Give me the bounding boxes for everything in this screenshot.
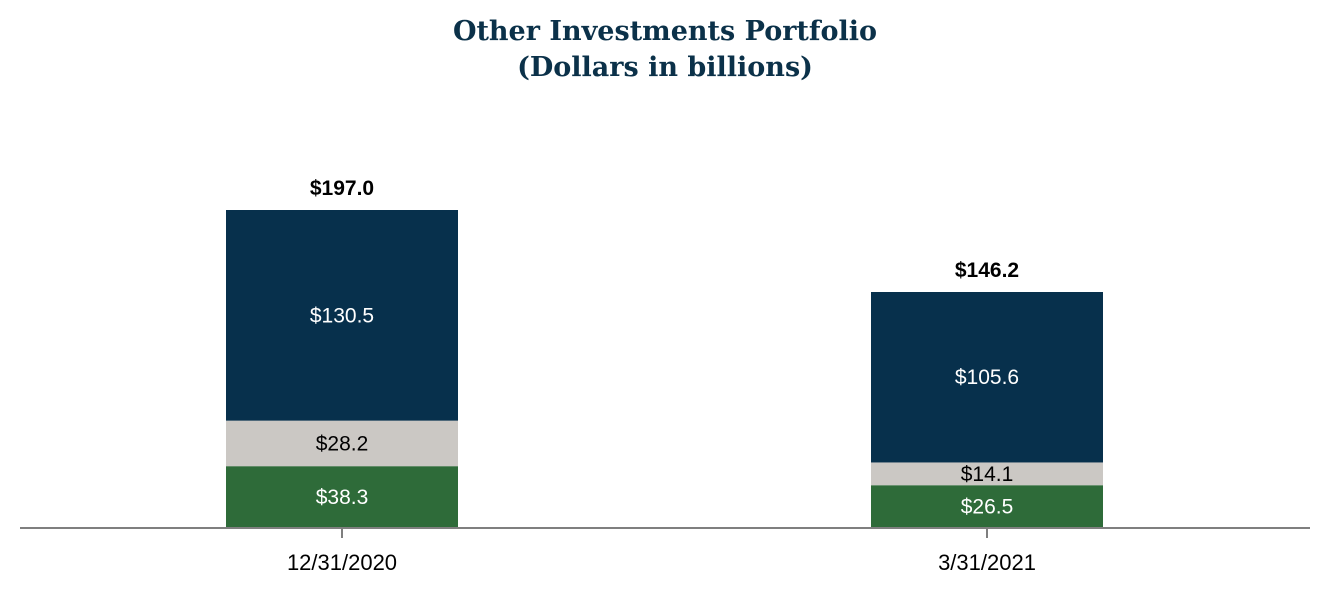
bar-segment (871, 462, 1103, 486)
bar-segment (226, 420, 458, 467)
segment-value-label: $105.6 (955, 366, 1019, 389)
segment-value-label: $38.3 (316, 486, 369, 509)
total-value-label: $146.2 (955, 259, 1019, 282)
x-tick-label: 3/31/2021 (938, 550, 1036, 575)
chart-title-line: Other Investments Portfolio (452, 16, 878, 47)
x-tick-label: 12/31/2020 (287, 550, 397, 575)
bar-segment (226, 210, 458, 421)
segment-value-label: $14.1 (961, 463, 1014, 486)
segment-value-label: $130.5 (310, 304, 374, 327)
plot-area: $38.3 $28.2 $130.5 $197.0 12/31/2020 $26.5 $14… (20, 177, 1310, 575)
chart-subtitle-line: (Dollars in billions) (517, 52, 813, 83)
segment-value-label: $28.2 (316, 432, 369, 455)
total-value-label: $197.0 (310, 177, 374, 200)
bar-segment (226, 466, 458, 528)
segment-value-label: $26.5 (961, 496, 1014, 519)
bar-segment (871, 292, 1103, 463)
chart-title: Other Investments Portfolio (Dollars in … (0, 14, 1330, 86)
bar-segment (871, 485, 1103, 528)
